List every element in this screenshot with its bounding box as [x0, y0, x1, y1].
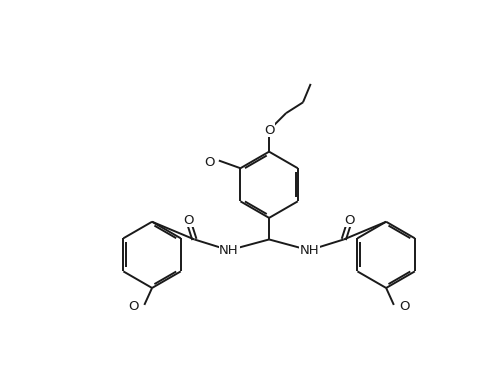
- Text: O: O: [183, 214, 193, 227]
- Text: O: O: [400, 300, 410, 313]
- Text: O: O: [204, 155, 215, 169]
- Text: O: O: [128, 300, 139, 313]
- Text: NH: NH: [299, 244, 319, 257]
- Text: O: O: [345, 214, 355, 227]
- Text: NH: NH: [219, 244, 239, 257]
- Text: O: O: [264, 124, 275, 137]
